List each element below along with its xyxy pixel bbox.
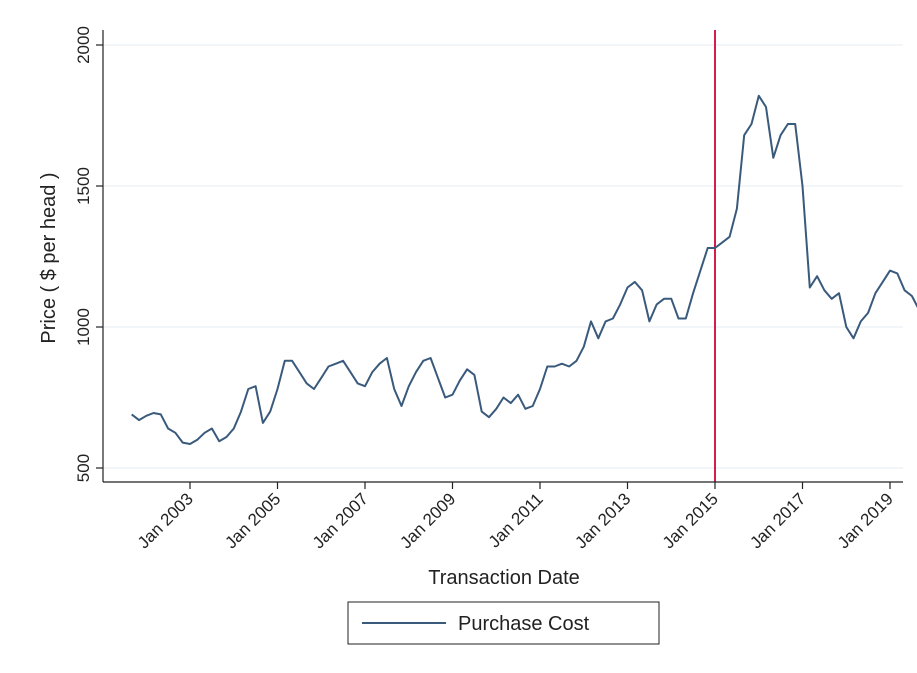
x-axis-title: Transaction Date bbox=[428, 567, 580, 589]
axes bbox=[96, 30, 903, 489]
series-layer bbox=[131, 94, 917, 445]
y-tick-label: 1000 bbox=[74, 308, 93, 346]
y-tick-label: 500 bbox=[74, 454, 93, 482]
gridlines bbox=[103, 44, 903, 469]
series-line bbox=[131, 94, 917, 445]
legend: Purchase Cost bbox=[347, 601, 660, 645]
y-tick-label: 1500 bbox=[74, 167, 93, 205]
y-axis-title: Price ( $ per head ) bbox=[38, 172, 60, 343]
y-tick-label: 2000 bbox=[74, 26, 93, 64]
legend-label: Purchase Cost bbox=[458, 613, 590, 635]
